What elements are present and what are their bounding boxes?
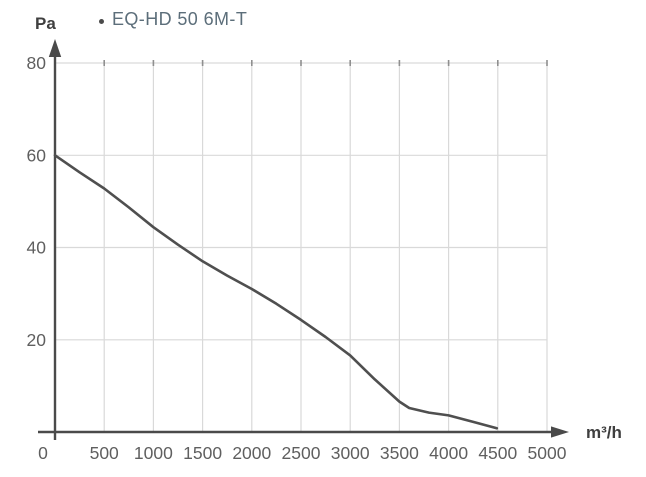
x-axis-unit-label: m³/h bbox=[586, 423, 622, 442]
y-tick-label: 40 bbox=[27, 238, 47, 258]
x-axis-tick-labels: 0 500 1000 1500 2000 2500 3000 3500 4000 4500 5000 bbox=[38, 443, 567, 463]
y-tick-label: 60 bbox=[27, 145, 47, 165]
x-tick-label: 2500 bbox=[282, 443, 321, 463]
x-tick-label: 500 bbox=[90, 443, 119, 463]
x-tick-label: 2000 bbox=[232, 443, 271, 463]
axes bbox=[38, 39, 569, 440]
y-tick-label: 80 bbox=[27, 53, 47, 73]
top-tick-marks bbox=[103, 60, 548, 66]
y-axis-tick-labels: 20 40 60 80 bbox=[27, 53, 47, 350]
x-tick-label: 1000 bbox=[134, 443, 173, 463]
x-tick-label: 4000 bbox=[429, 443, 468, 463]
x-tick-label: 3000 bbox=[331, 443, 370, 463]
legend-series-label: EQ-HD 50 6M-T bbox=[112, 9, 248, 29]
x-tick-label: 3500 bbox=[380, 443, 419, 463]
x-tick-label: 4500 bbox=[478, 443, 517, 463]
legend: EQ-HD 50 6M-T bbox=[99, 9, 247, 30]
x-tick-label: 0 bbox=[38, 443, 48, 463]
performance-curve bbox=[53, 154, 499, 430]
x-tick-label: 1500 bbox=[183, 443, 222, 463]
y-axis-unit-label: Pa bbox=[35, 14, 56, 33]
y-tick-label: 20 bbox=[27, 330, 47, 350]
gridlines bbox=[55, 62, 548, 432]
legend-dot-icon bbox=[99, 18, 104, 24]
x-tick-label: 5000 bbox=[528, 443, 567, 463]
x-axis-arrow-icon bbox=[551, 426, 569, 438]
y-axis-arrow-icon bbox=[48, 39, 62, 57]
